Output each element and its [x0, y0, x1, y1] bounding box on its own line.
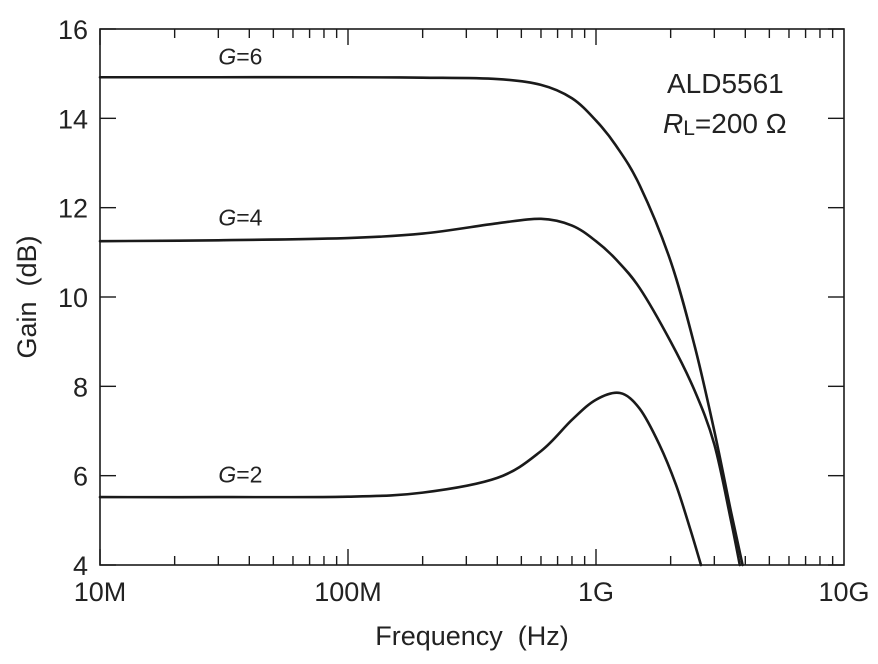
series-lines — [98, 75, 744, 567]
curve-label-value: =6 — [236, 44, 262, 70]
curve-label-value: =4 — [236, 205, 262, 231]
curve-label: G=6 — [218, 44, 262, 70]
y-tick-label: 8 — [73, 372, 88, 402]
rl-symbol: R — [663, 108, 683, 139]
rl-value: =200 Ω — [695, 108, 787, 139]
y-tick-label: 4 — [73, 551, 88, 581]
axis-ticks — [99, 28, 844, 566]
x-tick-label: 1G — [578, 577, 614, 607]
curve-label-value: =2 — [236, 461, 262, 487]
y-tick-label: 14 — [58, 104, 88, 134]
part-number-annotation: ALD5561 — [667, 68, 784, 99]
x-tick-label: 10M — [74, 577, 127, 607]
x-tick-label: 10G — [818, 577, 869, 607]
series-line-g6 — [98, 75, 744, 567]
curve-label: G=2 — [218, 461, 262, 487]
y-axis-title: Gain (dB) — [12, 235, 42, 358]
curve-label-symbol: G — [218, 461, 236, 487]
y-tick-label: 10 — [58, 283, 88, 313]
load-resistance-annotation: RL=200 Ω — [663, 108, 787, 140]
series-line-g4 — [98, 217, 742, 567]
x-tick-label: 100M — [314, 577, 382, 607]
y-tick-label: 12 — [58, 194, 88, 224]
y-tick-label: 6 — [73, 462, 88, 492]
series-line-g2 — [98, 391, 703, 567]
curve-label-symbol: G — [218, 205, 236, 231]
y-tick-label: 16 — [58, 15, 88, 45]
curve-labels: G=6G=4G=2 — [218, 44, 262, 488]
axis-tick-labels: 10M 100M 1G 10G 4 6 8 10 12 14 16 — [58, 15, 870, 607]
curve-label: G=4 — [218, 205, 262, 231]
curve-label-symbol: G — [218, 44, 236, 70]
rl-subscript: L — [683, 117, 695, 140]
x-axis-title: Frequency (Hz) — [375, 621, 569, 651]
